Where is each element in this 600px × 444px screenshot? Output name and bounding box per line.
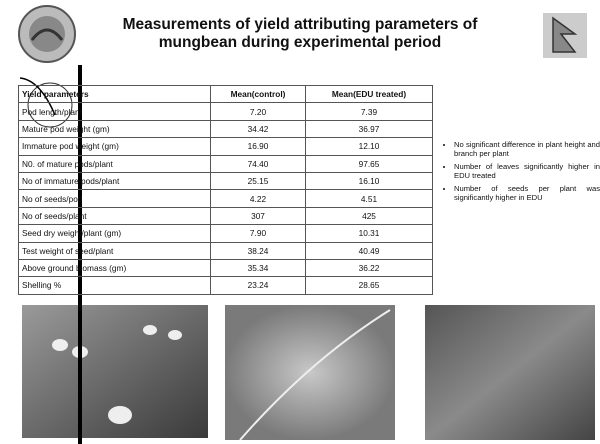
table-cell: 36.22 [306, 259, 433, 276]
column-header: Mean(EDU treated) [306, 86, 433, 103]
title-line: mungbean during experimental period [110, 34, 490, 52]
photo-leaf [225, 305, 395, 440]
table-cell: Seed dry weight/plant (gm) [19, 225, 211, 242]
table-cell: 23.24 [211, 277, 306, 294]
logo [19, 6, 75, 62]
table-cell: Immature pod weight (gm) [19, 138, 211, 155]
table-cell: Mature pod weight (gm) [19, 120, 211, 137]
table-cell: 4.22 [211, 190, 306, 207]
table-cell: 16.10 [306, 172, 433, 189]
table-cell: 10.31 [306, 225, 433, 242]
table-cell: Test weight of seed/plant [19, 242, 211, 259]
table-cell: 74.40 [211, 155, 306, 172]
table-cell: No of seeds/pod [19, 190, 211, 207]
table-cell: 12.10 [306, 138, 433, 155]
table-cell: Pod length/plant [19, 103, 211, 120]
table-cell: 97.65 [306, 155, 433, 172]
table-cell: 7.39 [306, 103, 433, 120]
table-cell: 7.20 [211, 103, 306, 120]
flag [543, 13, 587, 58]
title: Measurements of yield attributing parame… [110, 16, 490, 52]
table-cell: 40.49 [306, 242, 433, 259]
table-cell: 4.51 [306, 190, 433, 207]
table-cell: No of immature pods/plant [19, 172, 211, 189]
bullet: Number of leaves significantly higher in… [454, 162, 600, 180]
table-cell: 28.65 [306, 277, 433, 294]
table-cell: 34.42 [211, 120, 306, 137]
table-cell: N0. of mature pods/plant [19, 155, 211, 172]
title-line: Measurements of yield attributing parame… [110, 16, 490, 34]
column-header: Mean(control) [211, 86, 306, 103]
table-cell: 36.97 [306, 120, 433, 137]
table-cell: Shelling % [19, 277, 211, 294]
table-cell: No of seeds/plant [19, 207, 211, 224]
slide: Measurements of yield attributing parame… [0, 0, 600, 444]
table-cell: 25.15 [211, 172, 306, 189]
bullets: No significant difference in plant heigh… [440, 140, 600, 206]
column-header: Yield parameters [19, 86, 211, 103]
table-cell: 7.90 [211, 225, 306, 242]
table-cell: 35.34 [211, 259, 306, 276]
bullet: Number of seeds per plant was significan… [454, 184, 600, 202]
photo-plant [425, 305, 595, 440]
table-cell: Above ground biomass (gm) [19, 259, 211, 276]
table-cell: 307 [211, 207, 306, 224]
table-cell: 425 [306, 207, 433, 224]
bullet: No significant difference in plant heigh… [454, 140, 600, 158]
table-cell: 16.90 [211, 138, 306, 155]
table-cell: 38.24 [211, 242, 306, 259]
